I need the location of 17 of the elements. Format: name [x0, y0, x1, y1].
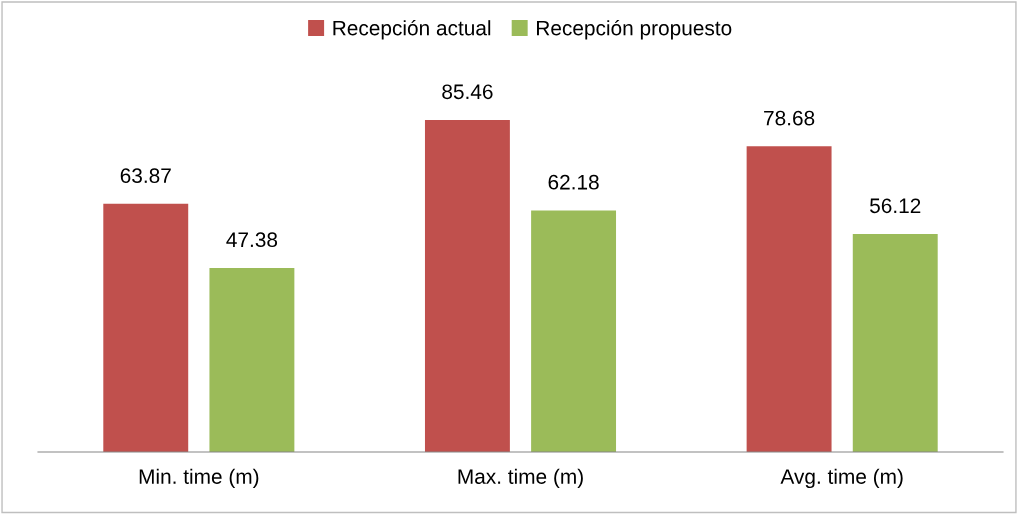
legend-label: Recepción propuesto	[537, 19, 732, 40]
data-label: 62.18	[548, 174, 599, 190]
bar	[209, 267, 295, 452]
data-label: 85.46	[442, 84, 493, 100]
x-tick-label: Avg. time (m)	[780, 468, 903, 489]
bar	[746, 146, 832, 452]
x-tick-label: Min. time (m)	[139, 468, 259, 489]
data-label: 78.68	[764, 110, 815, 126]
bar	[103, 203, 189, 452]
legend-label: Recepción actual	[333, 19, 491, 40]
x-tick-label: Max. time (m)	[458, 468, 583, 489]
bar	[531, 210, 617, 452]
data-label: 63.87	[120, 168, 171, 184]
data-label: 47.38	[226, 232, 278, 248]
data-label: 56.12	[870, 198, 921, 214]
bar	[852, 233, 938, 452]
bar	[424, 119, 510, 452]
